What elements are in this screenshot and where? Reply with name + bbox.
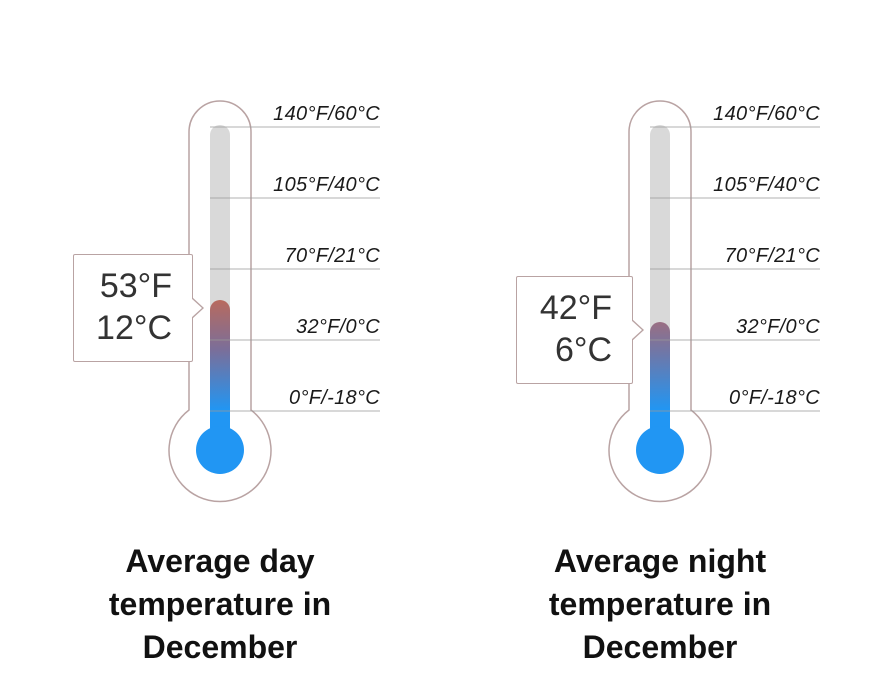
scale-gridlines — [210, 126, 380, 412]
night-chart-title: Average night temperature in December — [440, 540, 880, 669]
title-line: December — [582, 629, 738, 665]
title-line: Average night — [553, 543, 767, 579]
day-value-celsius: 12°C — [96, 309, 172, 347]
scale-label-140f: 140°F/60°C — [273, 103, 380, 125]
night-value-callout: 42°F 6°C — [516, 276, 644, 384]
callout-pointer-inner — [631, 320, 642, 340]
night-thermometer: 140°F/60°C 105°F/40°C 70°F/21°C 32°F/0°C… — [440, 0, 880, 680]
day-thermometer-graphic — [168, 100, 380, 503]
night-value-celsius: 6°C — [554, 331, 612, 369]
mercury-fill — [210, 300, 230, 450]
scale-label-70f: 70°F/21°C — [284, 245, 380, 267]
scale-label-0f: 0°F/-18°C — [729, 387, 820, 409]
mercury-fill — [650, 322, 670, 450]
day-thermometer: 140°F/60°C 105°F/40°C 70°F/21°C 32°F/0°C… — [0, 100, 440, 669]
scale-label-105f: 105°F/40°C — [713, 174, 820, 196]
mercury-bulb — [196, 426, 244, 474]
day-value-callout: 53°F 12°C — [73, 254, 204, 362]
scale-label-0f: 0°F/-18°C — [289, 387, 380, 409]
callout-pointer-inner — [191, 298, 202, 318]
day-chart-title: Average day temperature in December — [0, 540, 440, 669]
scale-label-32f: 32°F/0°C — [736, 316, 820, 338]
scale-label-140f: 140°F/60°C — [713, 103, 820, 125]
mercury-bulb — [636, 426, 684, 474]
scale-label-105f: 105°F/40°C — [273, 174, 380, 196]
day-value-fahrenheit: 53°F — [99, 267, 172, 305]
night-thermometer-graphic — [608, 100, 820, 503]
title-line: Average day — [125, 543, 315, 579]
scale-label-70f: 70°F/21°C — [724, 245, 820, 267]
title-line: temperature in — [108, 586, 332, 622]
title-line: temperature in — [548, 586, 772, 622]
scale-gridlines — [650, 126, 820, 412]
scale-label-32f: 32°F/0°C — [296, 316, 380, 338]
title-line: December — [142, 629, 298, 665]
night-value-fahrenheit: 42°F — [539, 289, 612, 327]
